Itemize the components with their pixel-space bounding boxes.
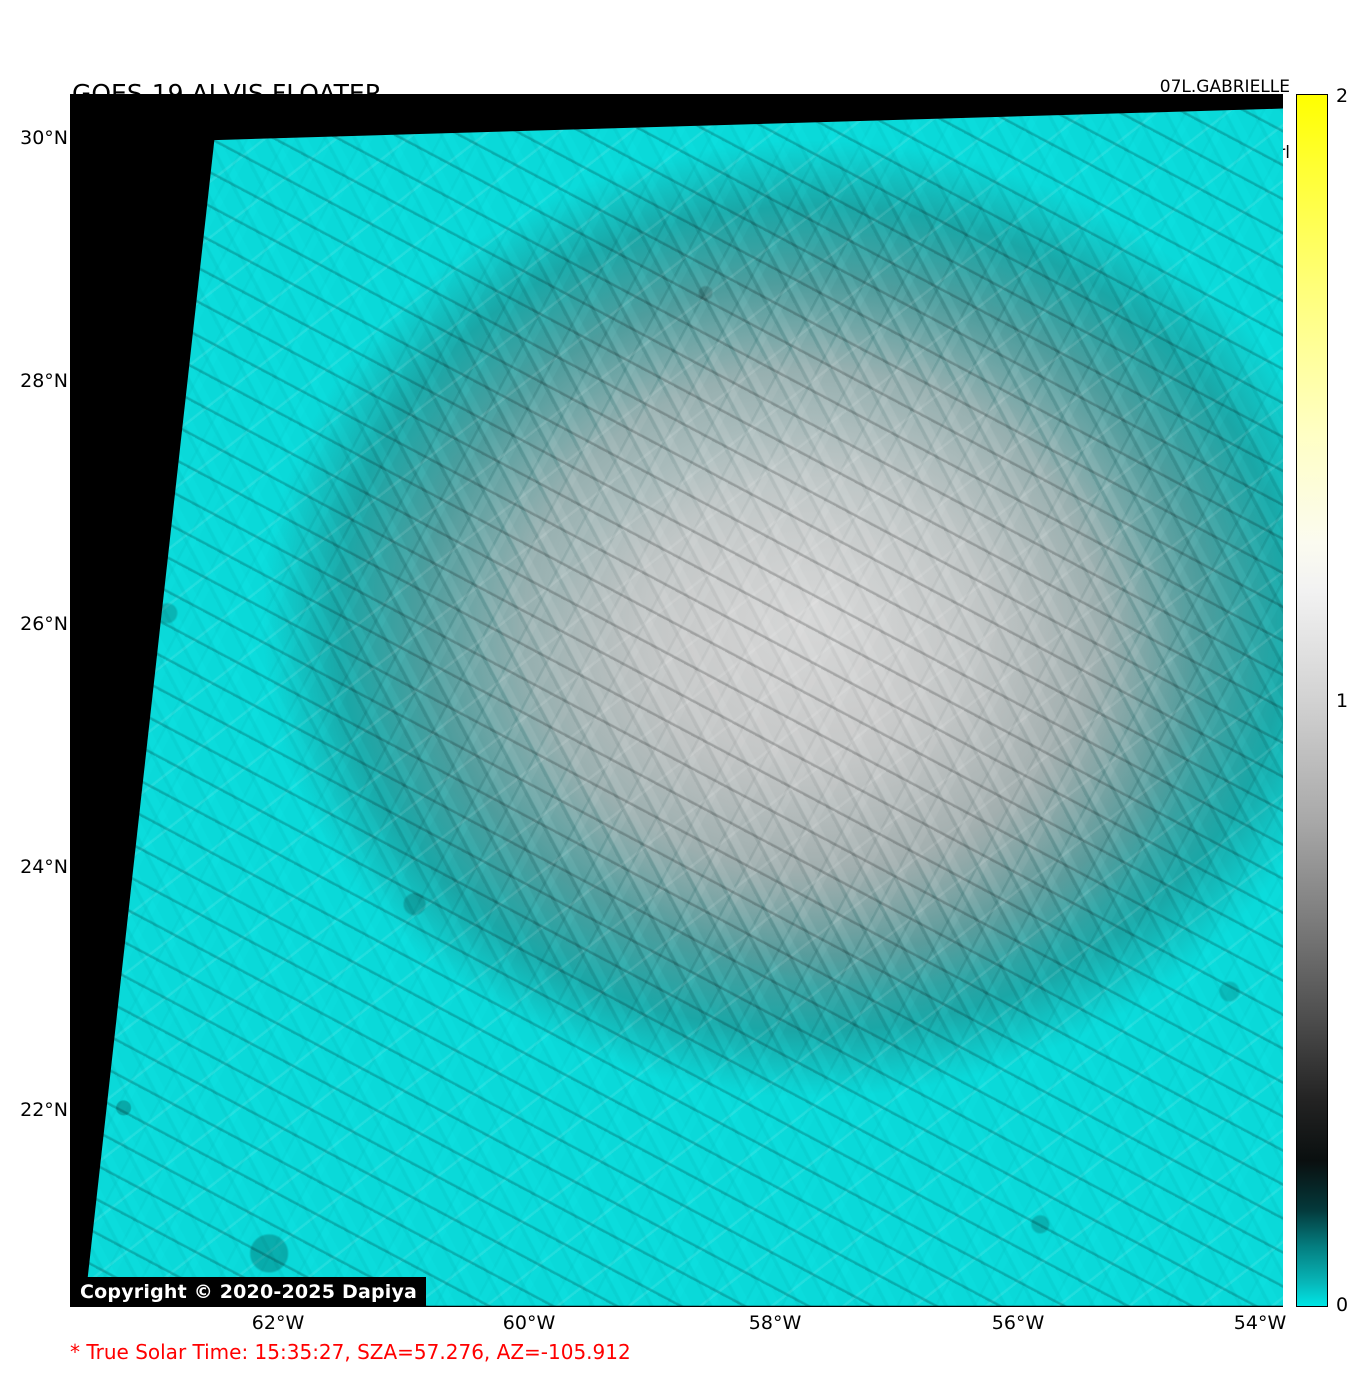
y-tick-label: 22°N: [20, 1099, 68, 1121]
x-tick-label: 60°W: [502, 1312, 556, 1334]
satellite-swath: [84, 108, 1283, 1306]
x-tick-label: 54°W: [1233, 1312, 1287, 1334]
cloud-wisp-texture: [84, 108, 1283, 1306]
colorbar: [1296, 94, 1328, 1307]
cloud-band-texture: [84, 108, 1283, 1306]
copyright-banner: Copyright © 2020-2025 Dapiya: [70, 1277, 427, 1307]
true-solar-time-note: * True Solar Time: 15:35:27, SZA=57.276,…: [70, 1340, 631, 1364]
colorbar-tick-label: 2: [1336, 85, 1349, 107]
x-tick-label: 62°W: [251, 1312, 305, 1334]
satellite-image-plot: [70, 94, 1283, 1307]
swath-ocean-layer: [84, 108, 1283, 1306]
y-tick-label: 30°N: [20, 127, 68, 149]
y-tick-label: 28°N: [20, 370, 68, 392]
x-tick-label: 58°W: [748, 1312, 802, 1334]
y-tick-label: 24°N: [20, 856, 68, 878]
colorbar-tick-label: 1: [1336, 690, 1349, 712]
y-tick-label: 26°N: [20, 613, 68, 635]
cloud-cell-texture: [84, 108, 1283, 1306]
colorbar-tick-label: 0: [1336, 1294, 1349, 1316]
x-tick-label: 56°W: [991, 1312, 1045, 1334]
storm-id-label: 07L.GABRIELLE: [1159, 77, 1290, 97]
